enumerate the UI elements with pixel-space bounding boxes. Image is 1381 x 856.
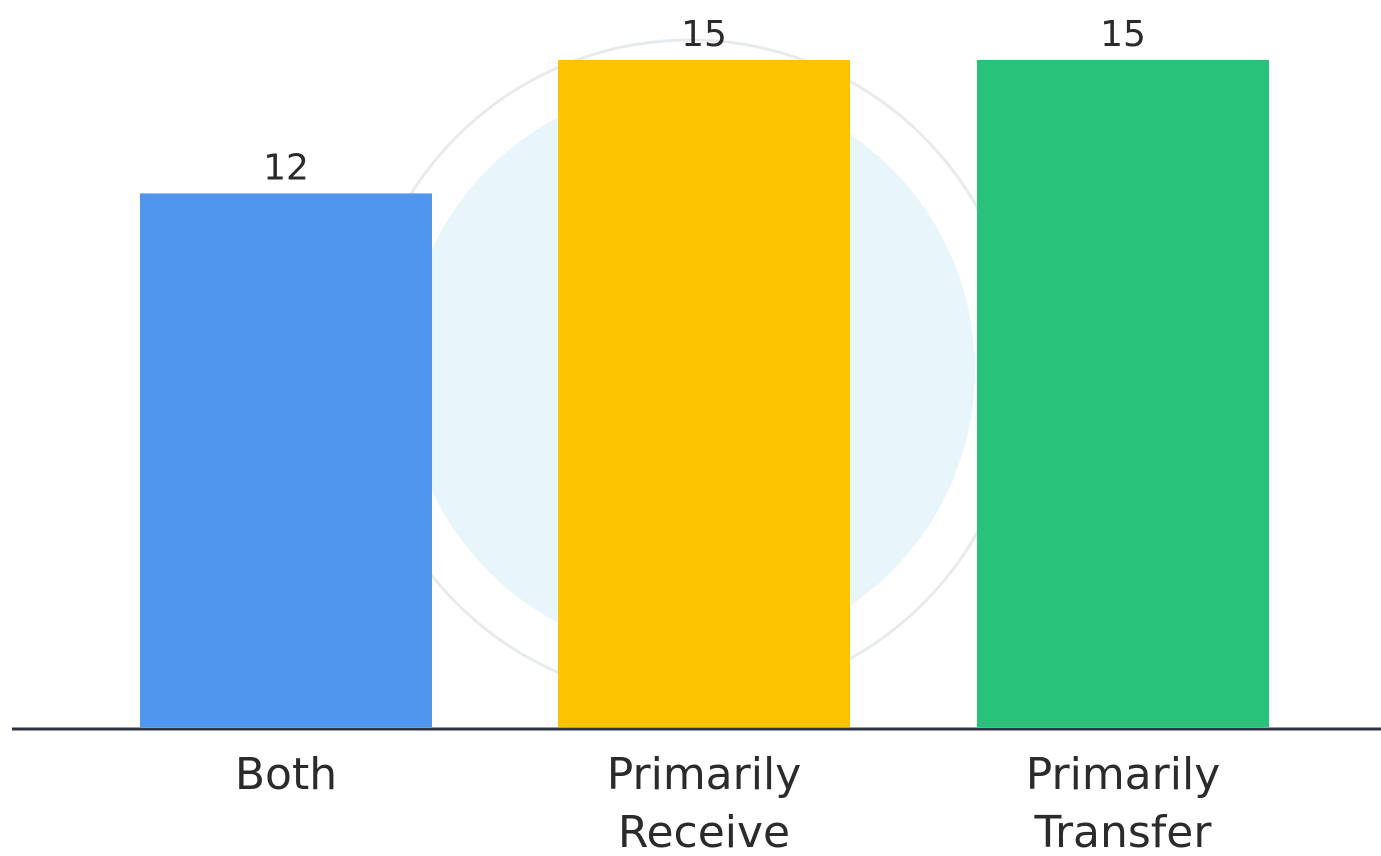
data-label-1: 15 <box>681 14 727 55</box>
data-label-2: 15 <box>1100 14 1146 55</box>
category-labels-group: Both Primarily Receive Primarily Transfer <box>235 749 1220 856</box>
category-label-0: Both <box>235 749 337 800</box>
bar-1 <box>558 60 850 727</box>
category-label-2-line-0: Primarily <box>1026 749 1220 800</box>
category-label-0-line-0: Both <box>235 749 337 800</box>
data-label-0: 12 <box>263 147 309 188</box>
bar-0 <box>140 193 432 727</box>
category-label-1: Primarily Receive <box>607 749 801 856</box>
data-labels-group: 12 15 15 <box>263 14 1146 188</box>
category-label-2-line-1: Transfer <box>1034 807 1213 856</box>
category-label-2: Primarily Transfer <box>1026 749 1220 856</box>
bar-2 <box>977 60 1269 727</box>
bars-group <box>140 60 1269 727</box>
category-label-1-line-1: Receive <box>618 807 790 856</box>
category-label-1-line-0: Primarily <box>607 749 801 800</box>
